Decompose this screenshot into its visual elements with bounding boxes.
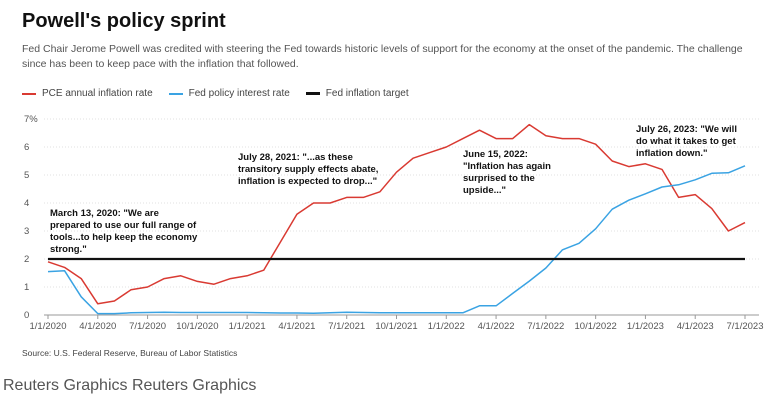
legend-swatch-target [305, 92, 320, 95]
annotation-line: surprised to the [463, 173, 535, 184]
legend-label-target: Fed inflation target [325, 88, 409, 99]
annotation-layer: March 13, 2020: "We are prepared to use o… [50, 124, 737, 255]
legend-label-fed: Fed policy interest rate [188, 88, 290, 99]
footer-credit: Reuters Graphics Reuters Graphics [3, 377, 257, 394]
x-tick-label: 4/1/2021 [278, 321, 315, 332]
annotation-line: July 28, 2021: "...as these [238, 152, 353, 163]
x-tick-label: 7/1/2021 [328, 321, 365, 332]
y-tick-label: 6 [24, 142, 29, 153]
y-tick-label: 7% [24, 114, 38, 125]
y-tick-label: 5 [24, 170, 29, 181]
x-tick-label: 4/1/2023 [677, 321, 714, 332]
annotation-line: transitory supply effects abate, [238, 164, 378, 175]
y-tick-label: 4 [24, 198, 29, 209]
annotation-line: upside..." [463, 185, 506, 196]
source-note: Source: U.S. Federal Reserve, Bureau of … [22, 348, 238, 358]
annotation-line: July 26, 2023: "We will [636, 124, 737, 135]
pce-series-line [47, 123, 746, 305]
x-tick-label: 10/1/2020 [176, 321, 218, 332]
annotation-line: tools...to help keep the economy [50, 232, 198, 243]
annotation-text: July 26, 2023: "We will do what it takes … [636, 124, 737, 159]
x-tick-label: 1/1/2023 [627, 321, 664, 332]
x-tick-label: 10/1/2022 [575, 321, 617, 332]
legend-swatch-fed [168, 92, 183, 95]
x-tick-label: 4/1/2022 [478, 321, 515, 332]
annotation-text: July 28, 2021: "...as these transitory su… [238, 152, 378, 187]
legend: PCE annual inflation rate Fed policy int… [22, 88, 409, 99]
chart-subtitle: Fed Chair Jerome Powell was credited wit… [22, 43, 743, 70]
annotation-line: June 15, 2022: [463, 149, 528, 160]
annotation-line: inflation is expected to drop..." [238, 176, 377, 187]
axis-layer: 0 1 2 3 4 5 6 7% 1/1/2020 4/1/2020 7/1/2020 10/1/20… [24, 114, 763, 332]
x-tick-label: 1/1/2020 [30, 321, 67, 332]
line-chart: 0 1 2 3 4 5 6 7% 1/1/2020 4/1/2020 7/1/2020 10/1/20… [24, 114, 763, 332]
series-layer [47, 123, 746, 315]
annotation-line: "Inflation has again [463, 161, 551, 172]
annotation-line: March 13, 2020: "We are [50, 208, 159, 219]
y-tick-label: 1 [24, 282, 29, 293]
y-tick-label: 2 [24, 254, 29, 265]
x-tick-label: 7/1/2022 [527, 321, 564, 332]
legend-swatch-pce [22, 92, 36, 95]
legend-item-pce: PCE annual inflation rate [22, 88, 153, 99]
chart-title: Powell's policy sprint [22, 10, 226, 32]
annotation-text: June 15, 2022: "Inflation has again surpri… [463, 149, 551, 196]
x-tick-label: 4/1/2020 [79, 321, 116, 332]
x-tick-label: 10/1/2021 [375, 321, 417, 332]
x-tick-label: 7/1/2020 [129, 321, 166, 332]
fed-rate-series-line [47, 165, 746, 315]
x-tick-label: 1/1/2022 [428, 321, 465, 332]
legend-label-pce: PCE annual inflation rate [42, 88, 153, 99]
annotation-text: March 13, 2020: "We are prepared to use o… [50, 208, 198, 255]
x-tick-label: 1/1/2021 [229, 321, 266, 332]
y-tick-label: 3 [24, 226, 29, 237]
annotation-line: do what it takes to get [636, 136, 737, 147]
annotation-line: prepared to use our full range of [50, 220, 197, 231]
annotation-line: inflation down." [636, 148, 708, 159]
y-tick-label: 0 [24, 310, 29, 321]
legend-item-fed: Fed policy interest rate [168, 88, 290, 99]
legend-item-target: Fed inflation target [305, 88, 409, 99]
x-tick-label: 7/1/2023 [727, 321, 764, 332]
annotation-line: strong." [50, 244, 87, 255]
